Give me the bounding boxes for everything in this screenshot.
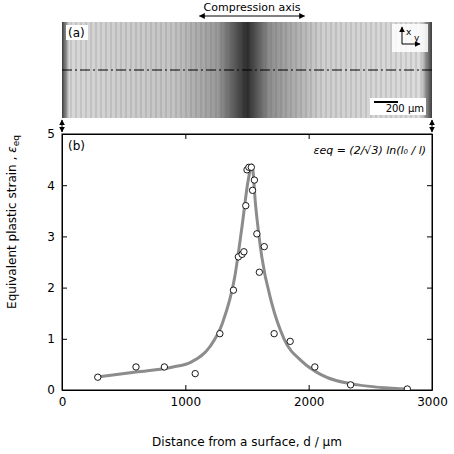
tick-label: 1000 <box>171 395 202 409</box>
annotation: εeq = (2/√3) ln(l₀ / l) <box>313 144 426 157</box>
y-axis-title-subscript: eq <box>11 135 21 146</box>
tick <box>427 390 432 391</box>
tick: 0 <box>47 383 67 397</box>
x-axis-title: Distance from a surface, d / μm <box>152 435 342 449</box>
connector-arrow <box>62 120 63 132</box>
tick-label: 0 <box>59 395 67 409</box>
x-axis-top <box>63 134 433 139</box>
tick-mark <box>427 339 432 340</box>
tick: 1000 <box>171 385 202 409</box>
tick-mark <box>427 288 432 289</box>
figure: Compression axis (a) xy 200 μm 0 1000 2000 3000… <box>0 0 454 454</box>
axis-letter: x <box>406 27 412 37</box>
tick-mark <box>62 288 67 289</box>
axis-line <box>63 390 433 391</box>
label-patch <box>66 25 88 40</box>
tick-label: 2000 <box>294 395 325 409</box>
micrograph-texture <box>62 22 432 118</box>
tick-mark <box>309 385 310 390</box>
panel-label: (b) <box>68 139 85 153</box>
data-point <box>249 187 255 193</box>
section-line <box>62 70 432 71</box>
tick-label: 3 <box>47 230 55 244</box>
header: Compression axis <box>204 1 301 14</box>
micrograph <box>62 22 432 118</box>
axis-line <box>432 135 433 391</box>
y-axis-title-text: Equivalent plastic strain , <box>5 153 19 309</box>
data-point <box>217 330 223 336</box>
data-point <box>287 338 293 344</box>
tick-label: 0 <box>47 383 55 397</box>
label-patch <box>392 24 428 52</box>
tick: 3 <box>47 230 67 244</box>
tick: 1 <box>47 332 67 346</box>
label-patch <box>370 98 426 115</box>
y-axis-title: Equivalent plastic strain , εeq <box>5 135 21 309</box>
data-point <box>347 382 353 388</box>
connector-arrow <box>432 120 433 132</box>
fit-line <box>97 165 408 389</box>
data-point <box>404 386 410 390</box>
data-point <box>271 330 277 336</box>
data-point <box>254 231 260 237</box>
tick <box>309 134 310 139</box>
data-point <box>230 287 236 293</box>
axis-letter: y <box>414 33 420 43</box>
tick <box>185 134 186 139</box>
data-point <box>251 177 257 183</box>
panel-label: (a) <box>68 26 85 40</box>
axis-arrow <box>402 27 403 44</box>
data-point <box>243 202 249 208</box>
data-point <box>241 249 247 255</box>
tick-mark <box>427 134 432 135</box>
y-axis-right <box>427 135 433 391</box>
tick <box>427 134 432 135</box>
tick: 4 <box>47 179 67 193</box>
plot-area <box>95 164 411 390</box>
header-arrow <box>199 16 304 17</box>
data-point <box>261 243 267 249</box>
tick: 2000 <box>294 385 325 409</box>
tick: 5 <box>47 127 67 141</box>
tick <box>427 236 432 237</box>
tick <box>427 288 432 289</box>
tick-mark <box>427 236 432 237</box>
data-point <box>161 364 167 370</box>
tick-label: 5 <box>47 127 55 141</box>
axis-line <box>63 134 433 135</box>
tick-label: 3000 <box>417 395 448 409</box>
tick <box>427 339 432 340</box>
tick-mark <box>185 385 186 390</box>
tick-mark <box>427 390 432 391</box>
tick-label: 1 <box>47 332 55 346</box>
tick-mark <box>185 134 186 139</box>
plot-frame <box>62 134 432 390</box>
data-point <box>192 370 198 376</box>
tick-mark <box>62 339 67 340</box>
data-point <box>95 374 101 380</box>
tick-mark <box>62 185 67 186</box>
data-point <box>248 164 254 170</box>
panel-a: Compression axis (a) xy 200 μm <box>62 1 432 132</box>
data-point <box>133 364 139 370</box>
tick-mark <box>427 185 432 186</box>
data-point <box>312 364 318 370</box>
tick-mark <box>62 236 67 237</box>
tick-label: 2 <box>47 281 55 295</box>
axis-line <box>62 135 63 391</box>
tick-mark <box>309 134 310 139</box>
scale-label: 200 μm <box>386 103 424 114</box>
tick: 2 <box>47 281 67 295</box>
tick-mark <box>62 134 67 135</box>
tick-mark <box>62 390 67 391</box>
data-point <box>256 269 262 275</box>
tick <box>427 185 432 186</box>
y-axis: 0 1 2 3 4 5 <box>47 127 67 397</box>
axis-arrow <box>402 44 420 45</box>
tick-label: 4 <box>47 179 55 193</box>
